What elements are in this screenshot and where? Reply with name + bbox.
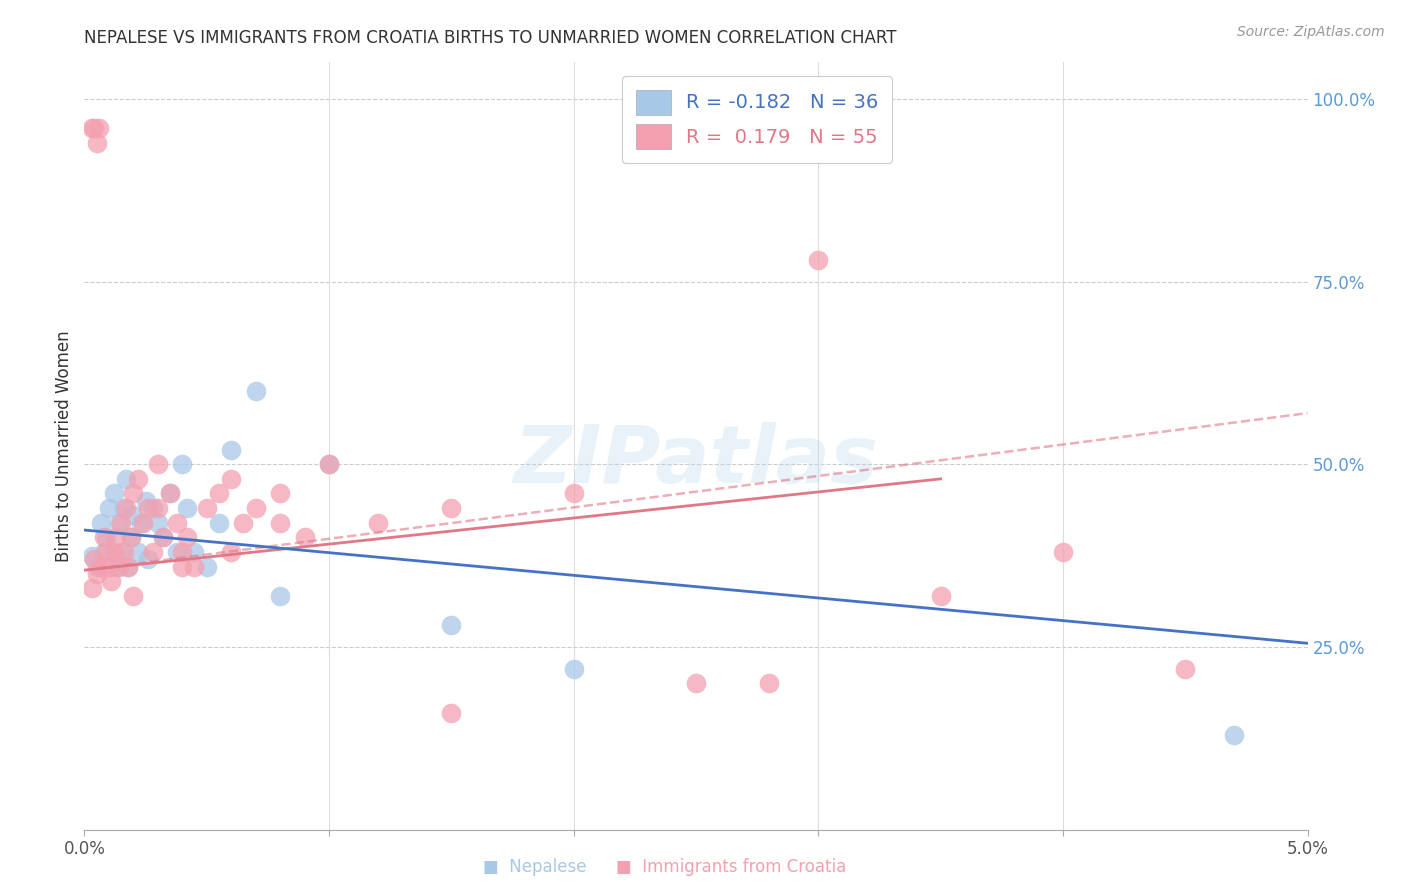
Point [195, 559, 218, 574]
Point [183, 559, 205, 574]
Point [176, 530, 198, 544]
Point [245, 501, 267, 516]
Point [367, 516, 389, 530]
Text: ■  Nepalese: ■ Nepalese [482, 858, 586, 876]
Point [103, 486, 125, 500]
Y-axis label: Births to Unmarried Women: Births to Unmarried Women [55, 330, 73, 562]
Text: ZIPatlas: ZIPatlas [513, 422, 879, 500]
Point [159, 486, 181, 500]
Point [208, 516, 231, 530]
Point [110, 545, 132, 559]
Point [1223, 728, 1246, 742]
Point [440, 618, 463, 632]
Point [120, 530, 142, 544]
Point [318, 457, 340, 471]
Point [110, 516, 132, 530]
Point [132, 516, 155, 530]
Point [232, 516, 254, 530]
Point [440, 501, 463, 516]
Point [97, 559, 120, 574]
Point [219, 442, 242, 457]
Point [172, 559, 194, 574]
Point [440, 706, 463, 720]
Point [159, 486, 181, 500]
Point [219, 545, 242, 559]
Point [127, 472, 149, 486]
Point [269, 486, 291, 500]
Point [90, 559, 112, 574]
Point [97, 501, 120, 516]
Text: ■  Immigrants from Croatia: ■ Immigrants from Croatia [616, 858, 846, 876]
Point [105, 559, 128, 574]
Point [562, 486, 585, 500]
Point [127, 545, 149, 559]
Point [176, 501, 198, 516]
Point [83, 121, 105, 136]
Point [112, 501, 135, 516]
Point [269, 589, 291, 603]
Text: Source: ZipAtlas.com: Source: ZipAtlas.com [1237, 25, 1385, 39]
Point [96, 530, 118, 544]
Point [107, 516, 129, 530]
Point [122, 508, 145, 523]
Point [172, 457, 194, 471]
Point [269, 516, 291, 530]
Point [208, 486, 231, 500]
Point [86, 136, 108, 150]
Point [685, 676, 707, 690]
Point [146, 457, 169, 471]
Point [93, 545, 115, 559]
Point [136, 552, 159, 566]
Point [166, 545, 188, 559]
Point [1174, 662, 1197, 676]
Point [107, 559, 129, 574]
Point [93, 530, 115, 544]
Point [115, 501, 138, 516]
Text: NEPALESE VS IMMIGRANTS FROM CROATIA BIRTHS TO UNMARRIED WOMEN CORRELATION CHART: NEPALESE VS IMMIGRANTS FROM CROATIA BIRT… [84, 29, 897, 47]
Point [112, 545, 135, 559]
Point [136, 501, 159, 516]
Point [122, 486, 145, 500]
Point [117, 559, 139, 574]
Point [87, 121, 110, 136]
Point [166, 516, 188, 530]
Point [115, 472, 138, 486]
Point [245, 384, 267, 399]
Legend: R = -0.182   N = 36, R =  0.179   N = 55: R = -0.182 N = 36, R = 0.179 N = 55 [621, 76, 893, 163]
Point [142, 501, 165, 516]
Point [122, 589, 145, 603]
Point [105, 530, 128, 544]
Point [83, 552, 105, 566]
Point [152, 530, 174, 544]
Point [172, 545, 194, 559]
Point [146, 501, 169, 516]
Point [90, 516, 112, 530]
Point [120, 530, 142, 544]
Point [80, 549, 103, 563]
Point [929, 589, 952, 603]
Point [142, 545, 165, 559]
Point [100, 574, 122, 589]
Point [103, 545, 125, 559]
Point [80, 121, 103, 136]
Point [135, 493, 157, 508]
Point [86, 566, 108, 581]
Point [146, 516, 169, 530]
Point [86, 559, 108, 574]
Point [294, 530, 316, 544]
Point [195, 501, 218, 516]
Point [562, 662, 585, 676]
Point [152, 530, 174, 544]
Point [80, 582, 103, 596]
Point [183, 545, 205, 559]
Point [129, 516, 152, 530]
Point [758, 676, 780, 690]
Point [117, 559, 139, 574]
Point [1052, 545, 1074, 559]
Point [807, 252, 830, 267]
Point [318, 457, 340, 471]
Point [219, 472, 242, 486]
Point [96, 545, 118, 559]
